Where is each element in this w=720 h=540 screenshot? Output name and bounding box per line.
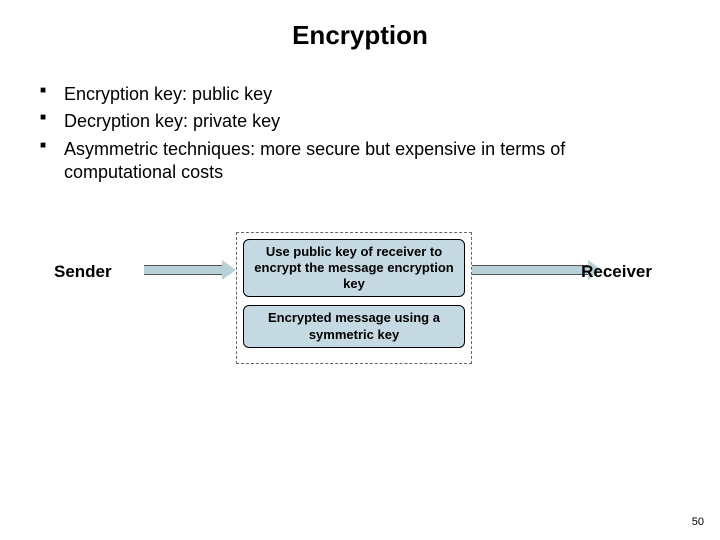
process-container: Use public key of receiver to encrypt th… (236, 232, 472, 364)
list-item: Decryption key: private key (40, 110, 680, 133)
list-item: Asymmetric techniques: more secure but e… (40, 138, 680, 185)
arrow-head (222, 260, 236, 280)
arrow-icon (144, 260, 236, 280)
arrow-line (144, 265, 226, 275)
encrypt-msg-box: Encrypted message using a symmetric key (243, 305, 465, 348)
slide: Encryption Encryption key: public key De… (0, 0, 720, 540)
sender-label: Sender (54, 262, 112, 282)
list-item: Encryption key: public key (40, 83, 680, 106)
page-title: Encryption (40, 20, 680, 51)
arrow-line (472, 265, 592, 275)
page-number: 50 (692, 516, 704, 528)
encryption-diagram: Sender Use public key of receiver to enc… (40, 240, 680, 400)
bullet-list: Encryption key: public key Decryption ke… (40, 83, 680, 185)
receiver-label: Receiver (581, 262, 652, 282)
encrypt-key-box: Use public key of receiver to encrypt th… (243, 239, 465, 298)
